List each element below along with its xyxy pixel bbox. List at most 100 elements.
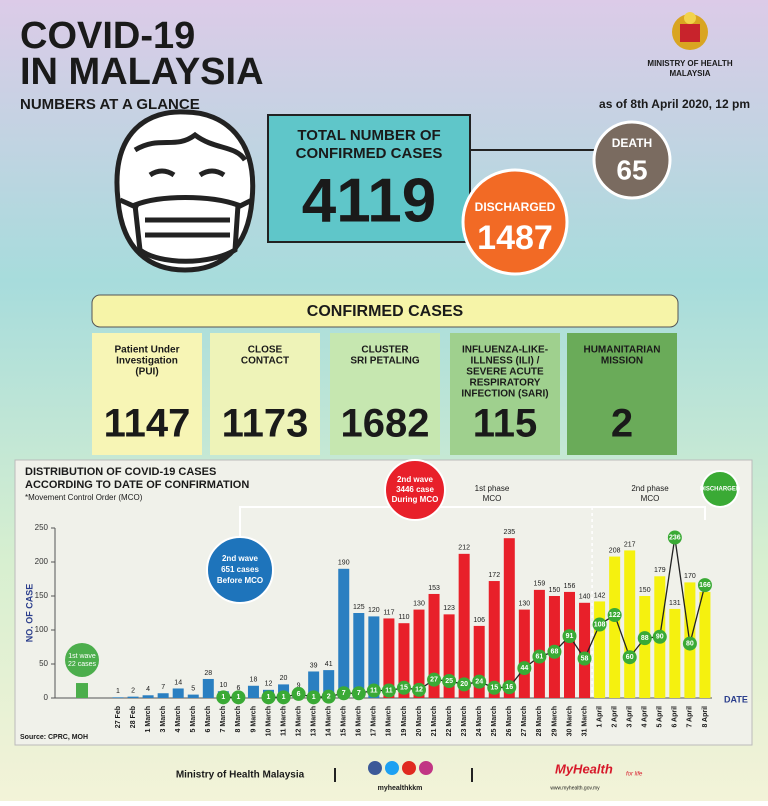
- discharged-label: 1: [312, 694, 316, 701]
- x-tick-label: 22 March: [446, 706, 453, 736]
- bar-label: 10: [219, 682, 227, 689]
- discharged-label: 24: [475, 679, 483, 686]
- bar-label: 150: [549, 587, 561, 594]
- bar: [323, 670, 335, 698]
- case-value: 1682: [341, 402, 430, 446]
- case-label: Patient Under: [114, 345, 179, 356]
- bar-label: 125: [353, 604, 365, 611]
- bar: [428, 593, 440, 698]
- discharged-marker: [502, 680, 517, 695]
- bar: [458, 553, 470, 698]
- case-label: Investigation: [116, 356, 178, 367]
- x-tick-label: 19 March: [401, 706, 408, 736]
- bar-label: 130: [519, 600, 531, 607]
- discharged-marker: [697, 578, 712, 593]
- bar-label: 130: [413, 600, 425, 607]
- case-label: INFLUENZA-LIKE-: [462, 345, 548, 356]
- case-box: [92, 333, 202, 455]
- discharged-label: 2: [327, 693, 331, 700]
- discharged-marker: [637, 631, 652, 646]
- banner: [91, 294, 679, 328]
- bar: [338, 568, 350, 698]
- discharged-label: 16: [505, 684, 513, 691]
- discharged-label: 15: [400, 685, 408, 692]
- discharged-marker: [396, 680, 411, 695]
- bar: [157, 693, 169, 698]
- bar-label: 131: [669, 600, 681, 607]
- bar: [247, 685, 259, 698]
- discharged-label: 88: [641, 635, 649, 642]
- discharged-label: 90: [656, 634, 664, 641]
- bar: [488, 581, 500, 698]
- bar-label: 208: [609, 547, 621, 554]
- bar: [172, 688, 184, 698]
- discharged-label: 60: [626, 654, 634, 661]
- x-tick-label: 11 March: [280, 706, 287, 736]
- x-tick-label: 18 March: [386, 706, 393, 736]
- x-tick-label: 12 March: [295, 706, 302, 736]
- discharged-label: 20: [460, 681, 468, 688]
- phase-label: 1st phase: [475, 484, 510, 493]
- bar-label: 140: [579, 594, 591, 601]
- discharged-marker: [517, 661, 532, 676]
- bar-label: 7: [161, 684, 165, 691]
- x-tick-label: 1 April: [596, 706, 603, 728]
- x-tick-label: 10 March: [265, 706, 272, 736]
- chart-title: DISTRIBUTION OF COVID-19 CASES: [25, 466, 216, 478]
- case-label: SRI PETALING: [350, 356, 419, 367]
- discharged-label: 15: [490, 685, 498, 692]
- x-tick-label: 5 April: [657, 706, 664, 728]
- case-value: 1147: [104, 402, 191, 446]
- case-box: [450, 333, 560, 455]
- bar-label: 28: [204, 670, 212, 677]
- discharged-label: 11: [385, 687, 393, 694]
- discharged-label: 1: [236, 694, 240, 701]
- bar: [187, 694, 199, 698]
- legend-marker: [701, 470, 739, 508]
- bar-label: 41: [325, 661, 333, 668]
- bar: [202, 678, 214, 698]
- bar: [699, 591, 711, 698]
- x-tick-label: 21 March: [431, 706, 438, 736]
- discharged-marker: [261, 690, 276, 705]
- before-mco-bubble: [206, 536, 274, 604]
- title: COVID-19: [20, 15, 195, 57]
- footer-logo: MyHealth: [555, 761, 613, 776]
- bar: [579, 602, 591, 698]
- x-tick-label: 2 April: [611, 706, 618, 728]
- discharged-label: 236: [669, 534, 681, 541]
- x-tick-label: 8 April: [702, 706, 709, 728]
- discharged-marker: [547, 644, 562, 659]
- bar-label: 6: [236, 685, 240, 692]
- discharged-marker: [457, 677, 472, 692]
- bar-label: 106: [473, 617, 485, 624]
- x-tick-label: 23 March: [461, 706, 468, 736]
- bar-label: 4: [146, 686, 150, 693]
- bar: [308, 671, 320, 698]
- before-mco-label: 651 cases: [221, 565, 259, 574]
- total-label: CONFIRMED CASES: [296, 145, 443, 162]
- x-tick-label: 15 March: [341, 706, 348, 736]
- bar-label: 235: [503, 529, 515, 536]
- during-mco-label: 3446 case: [396, 485, 434, 494]
- x-tick-label: 26 March: [506, 706, 513, 736]
- discharged-marker: [577, 651, 592, 666]
- case-box: [210, 333, 320, 455]
- chart-title: ACCORDING TO DATE OF CONFIRMATION: [25, 479, 249, 491]
- before-mco-label: Before MCO: [217, 576, 263, 585]
- discharged-marker: [216, 690, 231, 705]
- case-box: [330, 333, 440, 455]
- bar: [669, 608, 681, 698]
- case-label: MISSION: [601, 356, 643, 367]
- during-mco-bubble: [384, 459, 446, 521]
- bar: [398, 623, 410, 698]
- case-label: RESPIRATORY: [470, 378, 541, 389]
- footer-handle: myhealthkkm: [378, 785, 423, 792]
- discharged-label: 166: [699, 582, 711, 589]
- discharged-label: 1: [267, 694, 271, 701]
- bar-label: 142: [594, 592, 606, 599]
- case-value: 2: [611, 402, 633, 446]
- discharged-label: 1: [282, 694, 286, 701]
- bar: [142, 695, 154, 698]
- x-tick-label: 3 April: [627, 706, 634, 728]
